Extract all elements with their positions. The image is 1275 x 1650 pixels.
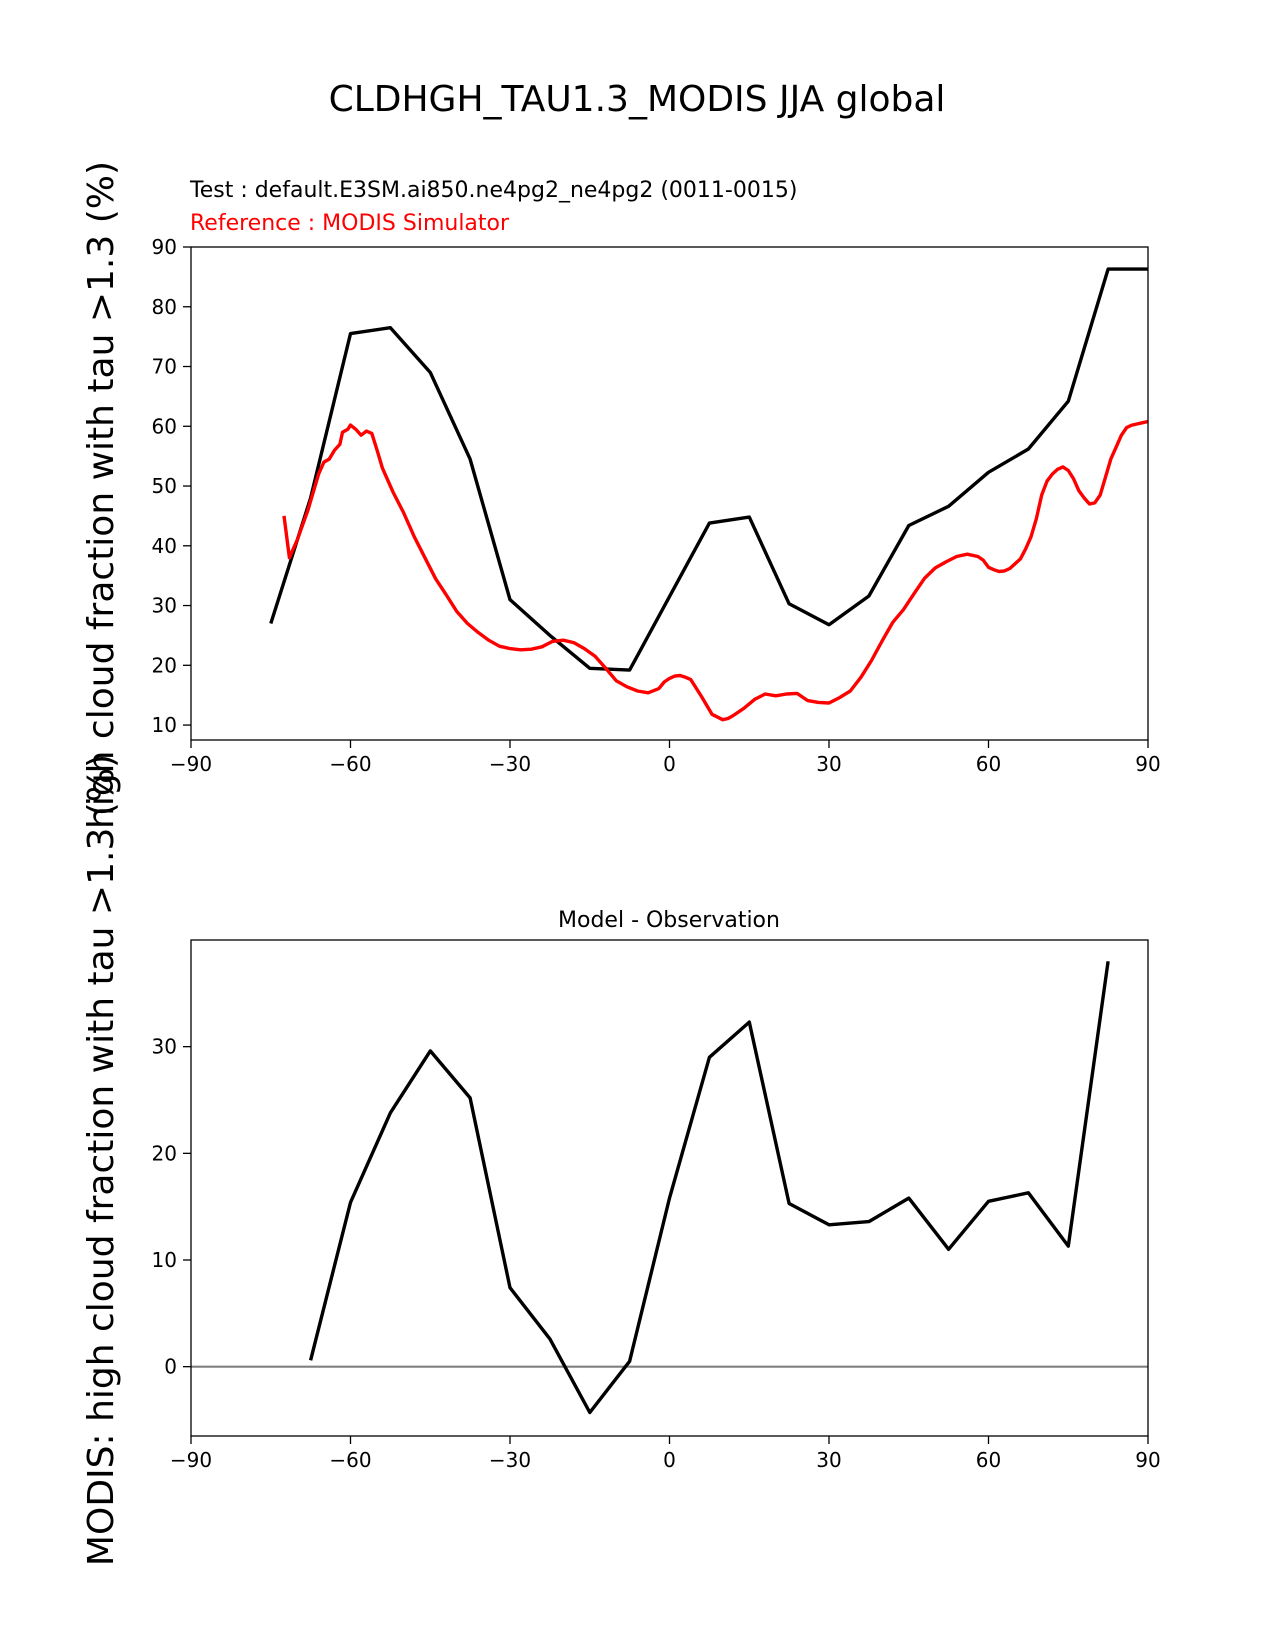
series-line-test (269, 267, 1148, 672)
figure-title: CLDHGH_TAU1.3_MODIS JJA global (329, 79, 946, 120)
x-tick-label: −90 (170, 752, 212, 776)
x-tick-label: −30 (489, 1448, 531, 1472)
x-tick-label: −30 (489, 752, 531, 776)
reference-label: Reference : MODIS Simulator (190, 211, 510, 236)
x-tick-label: 30 (816, 1448, 841, 1472)
x-tick-label: 90 (1135, 752, 1160, 776)
top-chart: −90 −60 −30 0 30 60 90 10 20 30 40 50 60 70 80 90 (152, 235, 1161, 776)
bottom-chart-title: Model - Observation (558, 908, 780, 933)
series-line-model-observation (308, 961, 1110, 1415)
x-tick-label: 0 (663, 1448, 676, 1472)
y-tick-label: 20 (152, 653, 177, 677)
x-tick-label: 60 (976, 752, 1001, 776)
y-tick-label: 40 (152, 534, 177, 558)
test-label: Test : default.E3SM.ai850.ne4pg2_ne4pg2 … (189, 178, 797, 203)
y-tick-label: 0 (164, 1355, 177, 1379)
x-tick-label: −60 (329, 1448, 371, 1472)
plot-frame (190, 939, 1149, 1437)
x-tick-label: −60 (329, 752, 371, 776)
x-tick-label: 30 (816, 752, 841, 776)
plot-frame (190, 246, 1149, 741)
y-tick-label: 60 (152, 414, 177, 438)
x-tick-label: −90 (170, 1448, 212, 1472)
x-tick-label: 90 (1135, 1448, 1160, 1472)
y-tick-label: 20 (152, 1141, 177, 1165)
top-y-axis-label: high cloud fraction with tau >1.3 (%) (81, 161, 122, 829)
bottom-chart: −90 −60 −30 0 30 60 90 0 10 20 30 (152, 939, 1161, 1472)
y-tick-label: 70 (152, 355, 177, 379)
y-tick-label: 10 (152, 713, 177, 737)
y-tick-label: 50 (152, 474, 177, 498)
bottom-y-axis-label: MODIS: high cloud fraction with tau >1.3… (81, 754, 122, 1566)
y-tick-label: 80 (152, 295, 177, 319)
y-tick-label: 90 (152, 235, 177, 259)
y-tick-label: 30 (152, 594, 177, 618)
y-tick-label: 30 (152, 1035, 177, 1059)
series-line-reference (282, 419, 1149, 722)
x-tick-label: 0 (663, 752, 676, 776)
y-tick-label: 10 (152, 1248, 177, 1272)
x-tick-label: 60 (976, 1448, 1001, 1472)
